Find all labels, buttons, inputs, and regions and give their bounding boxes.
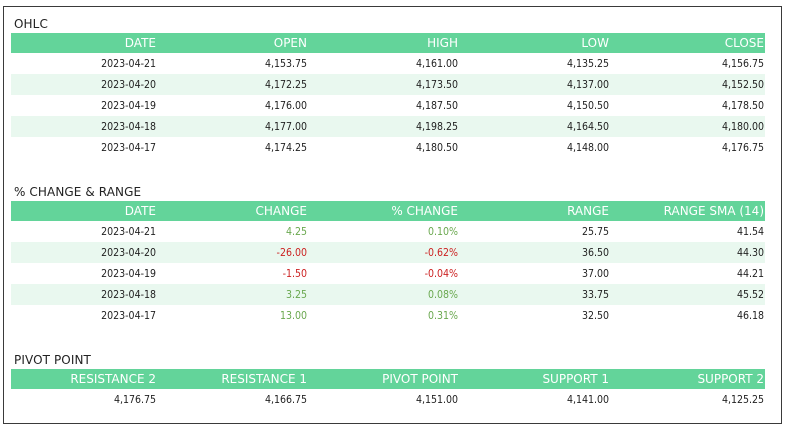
ohlc-low: 4,148.00 [566,141,609,154]
cr-change: 13.00 [279,309,307,322]
cr-range: 25.75 [581,225,609,238]
cr-change: -26.00 [157,242,308,263]
pivot-support-1: 4,141.00 [566,393,609,406]
pivot-resistance-1: 4,166.75 [264,393,307,406]
pivot-resistance-2: 4,176.75 [113,393,156,406]
ohlc-high: 4,161.00 [415,57,458,70]
cr-range-sma: 45.52 [610,284,765,305]
ohlc-open: 4,153.75 [264,57,307,70]
cr-range: 32.50 [581,309,609,322]
ohlc-low: 4,164.50 [459,116,610,137]
cr-range-sma: 44.30 [610,242,765,263]
cr-date: 2023-04-19 [101,267,156,280]
ohlc-close: 4,152.50 [610,74,765,95]
cr-pct-change: 0.31% [427,309,458,322]
cr-header-change: CHANGE [157,201,308,221]
ohlc-header-close: CLOSE [610,33,765,53]
cr-range: 36.50 [459,242,610,263]
table-row: 2023-04-18 4,177.00 4,198.25 4,164.50 4,… [11,116,765,137]
ohlc-high: 4,187.50 [415,99,458,112]
cr-range-sma: 44.21 [736,267,764,280]
table-row: 2023-04-21 4.25 0.10% 25.75 41.54 [11,221,765,242]
cr-range: 33.75 [459,284,610,305]
ohlc-date: 2023-04-18 [11,116,157,137]
ohlc-title: OHLC [14,17,48,31]
cr-change: 3.25 [157,284,308,305]
pivot-header-support-2: SUPPORT 2 [610,369,765,389]
ohlc-open: 4,177.00 [157,116,308,137]
cr-header-range-sma: RANGE SMA (14) [610,201,765,221]
cr-pct-change: 0.08% [308,284,459,305]
ohlc-low: 4,135.25 [566,57,609,70]
pivot-table: RESISTANCE 2 RESISTANCE 1 PIVOT POINT SU… [11,369,765,410]
change-range-section: % CHANGE & RANGE DATE CHANGE % CHANGE RA… [11,183,765,326]
ohlc-table: DATE OPEN HIGH LOW CLOSE 2023-04-21 4,15… [11,33,765,158]
cr-pct-change: -0.04% [424,267,458,280]
cr-pct-change: 0.10% [427,225,458,238]
table-row: 2023-04-17 4,174.25 4,180.50 4,148.00 4,… [11,137,765,158]
pivot-header-resistance-1: RESISTANCE 1 [157,369,308,389]
pivot-title: PIVOT POINT [14,353,91,367]
cr-date: 2023-04-21 [101,225,156,238]
pivot-header-support-1: SUPPORT 1 [459,369,610,389]
table-row: 2023-04-21 4,153.75 4,161.00 4,135.25 4,… [11,53,765,74]
ohlc-header-low: LOW [459,33,610,53]
table-row: 2023-04-20 4,172.25 4,173.50 4,137.00 4,… [11,74,765,95]
ohlc-open: 4,174.25 [264,141,307,154]
ohlc-close: 4,156.75 [721,57,764,70]
ohlc-header-high: HIGH [308,33,459,53]
ohlc-section: OHLC DATE OPEN HIGH LOW CLOSE 2023-04-21… [11,15,765,158]
change-range-header-row: DATE CHANGE % CHANGE RANGE RANGE SMA (14… [11,201,765,221]
pivot-header-resistance-2: RESISTANCE 2 [11,369,157,389]
ohlc-date: 2023-04-20 [11,74,157,95]
cr-header-range: RANGE [459,201,610,221]
ohlc-close: 4,176.75 [721,141,764,154]
ohlc-low: 4,150.50 [566,99,609,112]
cr-date: 2023-04-20 [11,242,157,263]
cr-date: 2023-04-18 [11,284,157,305]
cr-change: -1.50 [282,267,307,280]
cr-range-sma: 46.18 [736,309,764,322]
ohlc-high: 4,173.50 [308,74,459,95]
ohlc-open: 4,176.00 [264,99,307,112]
ohlc-header-row: DATE OPEN HIGH LOW CLOSE [11,33,765,53]
cr-range: 37.00 [581,267,609,280]
cr-pct-change: -0.62% [308,242,459,263]
ohlc-date: 2023-04-21 [101,57,156,70]
ohlc-close: 4,178.50 [721,99,764,112]
cr-header-pct-change: % CHANGE [308,201,459,221]
ohlc-header-open: OPEN [157,33,308,53]
table-row: 2023-04-19 4,176.00 4,187.50 4,150.50 4,… [11,95,765,116]
pivot-header-pivot-point: PIVOT POINT [308,369,459,389]
ohlc-low: 4,137.00 [459,74,610,95]
change-range-table: DATE CHANGE % CHANGE RANGE RANGE SMA (14… [11,201,765,326]
change-range-title: % CHANGE & RANGE [14,185,142,199]
ohlc-close: 4,180.00 [610,116,765,137]
table-row: 2023-04-20 -26.00 -0.62% 36.50 44.30 [11,242,765,263]
ohlc-date: 2023-04-17 [101,141,156,154]
table-row: 2023-04-18 3.25 0.08% 33.75 45.52 [11,284,765,305]
ohlc-date: 2023-04-19 [101,99,156,112]
cr-range-sma: 41.54 [736,225,764,238]
pivot-support-2: 4,125.25 [721,393,764,406]
ohlc-high: 4,198.25 [308,116,459,137]
pivot-header-row: RESISTANCE 2 RESISTANCE 1 PIVOT POINT SU… [11,369,765,389]
pivot-section: PIVOT POINT RESISTANCE 2 RESISTANCE 1 PI… [11,351,765,410]
cr-change: 4.25 [285,225,307,238]
table-row: 2023-04-19 -1.50 -0.04% 37.00 44.21 [11,263,765,284]
pivot-pivot-point: 4,151.00 [415,393,458,406]
table-row: 2023-04-17 13.00 0.31% 32.50 46.18 [11,305,765,326]
cr-date: 2023-04-17 [101,309,156,322]
cr-header-date: DATE [11,201,157,221]
ohlc-open: 4,172.25 [157,74,308,95]
ohlc-high: 4,180.50 [415,141,458,154]
ohlc-header-date: DATE [11,33,157,53]
table-row: 4,176.75 4,166.75 4,151.00 4,141.00 4,12… [11,389,765,410]
